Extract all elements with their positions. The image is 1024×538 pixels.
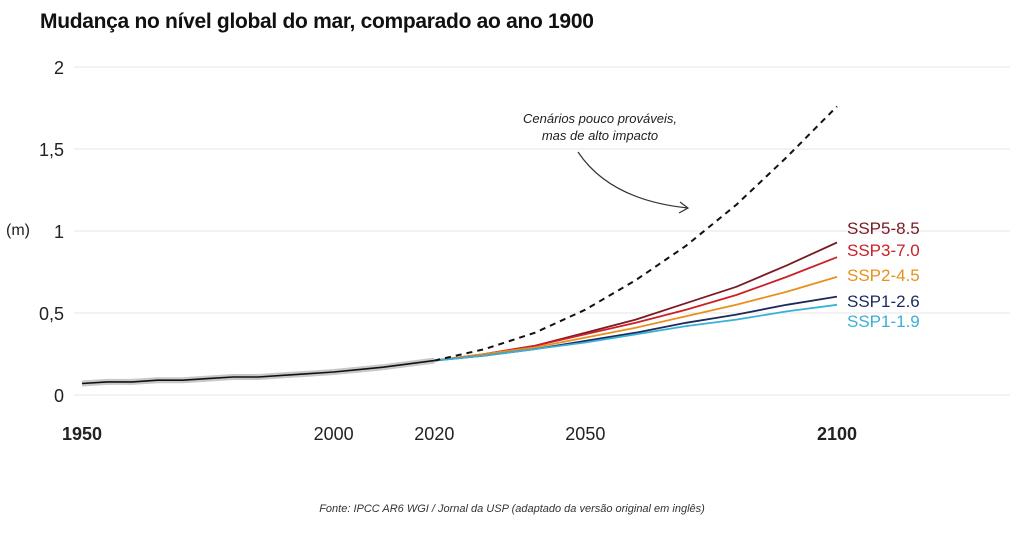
chart-title: Mudança no nível global do mar, comparad… <box>40 10 594 33</box>
series-label: SSP1-1.9 <box>847 312 920 331</box>
annotation-line-2: mas de alto impacto <box>542 128 658 143</box>
annotation-arrow <box>577 151 689 209</box>
y-tick-label: 0 <box>54 386 64 406</box>
series-label: SSP1-2.6 <box>847 292 920 311</box>
series-label: SSP2-4.5 <box>847 266 920 285</box>
y-tick-label: 0,5 <box>39 304 64 324</box>
y-tick-label: 1 <box>54 222 64 242</box>
annotation: Cenários pouco prováveis, mas de alto im… <box>523 111 690 214</box>
x-tick-label: 1950 <box>62 424 102 444</box>
x-tick-labels: 1950 2000 2020 2050 2100 <box>62 424 857 444</box>
x-tick-label: 2020 <box>414 424 454 444</box>
sea-level-chart: 0 0,5 1 1,5 2 1950 2000 2020 2050 2100 (m) SSP5-… <box>6 58 1010 444</box>
x-tick-label: 2000 <box>314 424 354 444</box>
series-line-ssp1-1.9 <box>434 303 838 362</box>
annotation-line-1: Cenários pouco prováveis, <box>523 111 677 126</box>
y-tick-label: 2 <box>54 58 64 78</box>
series-lines <box>81 105 838 387</box>
series-label: SSP3-7.0 <box>847 241 920 260</box>
y-axis-label: (m) <box>6 222 30 239</box>
annotation-arrowhead <box>678 201 690 214</box>
series-line-ssp5-8.5 <box>434 241 838 362</box>
y-tick-labels: 0 0,5 1 1,5 2 <box>39 58 64 406</box>
series-line-ssp3-7.0 <box>434 256 838 362</box>
high-impact-scenario-line <box>434 105 838 362</box>
x-tick-label: 2050 <box>565 424 605 444</box>
observed-series-line <box>81 359 435 385</box>
observed-uncertainty-band <box>81 357 435 387</box>
source-note: Fonte: IPCC AR6 WGI / Jornal da USP (ada… <box>319 503 705 515</box>
series-line-ssp2-4.5 <box>434 276 838 362</box>
y-tick-label: 1,5 <box>39 140 64 160</box>
grid-lines <box>74 66 1010 396</box>
x-tick-label: 2100 <box>817 424 857 444</box>
series-label: SSP5-8.5 <box>847 219 920 238</box>
